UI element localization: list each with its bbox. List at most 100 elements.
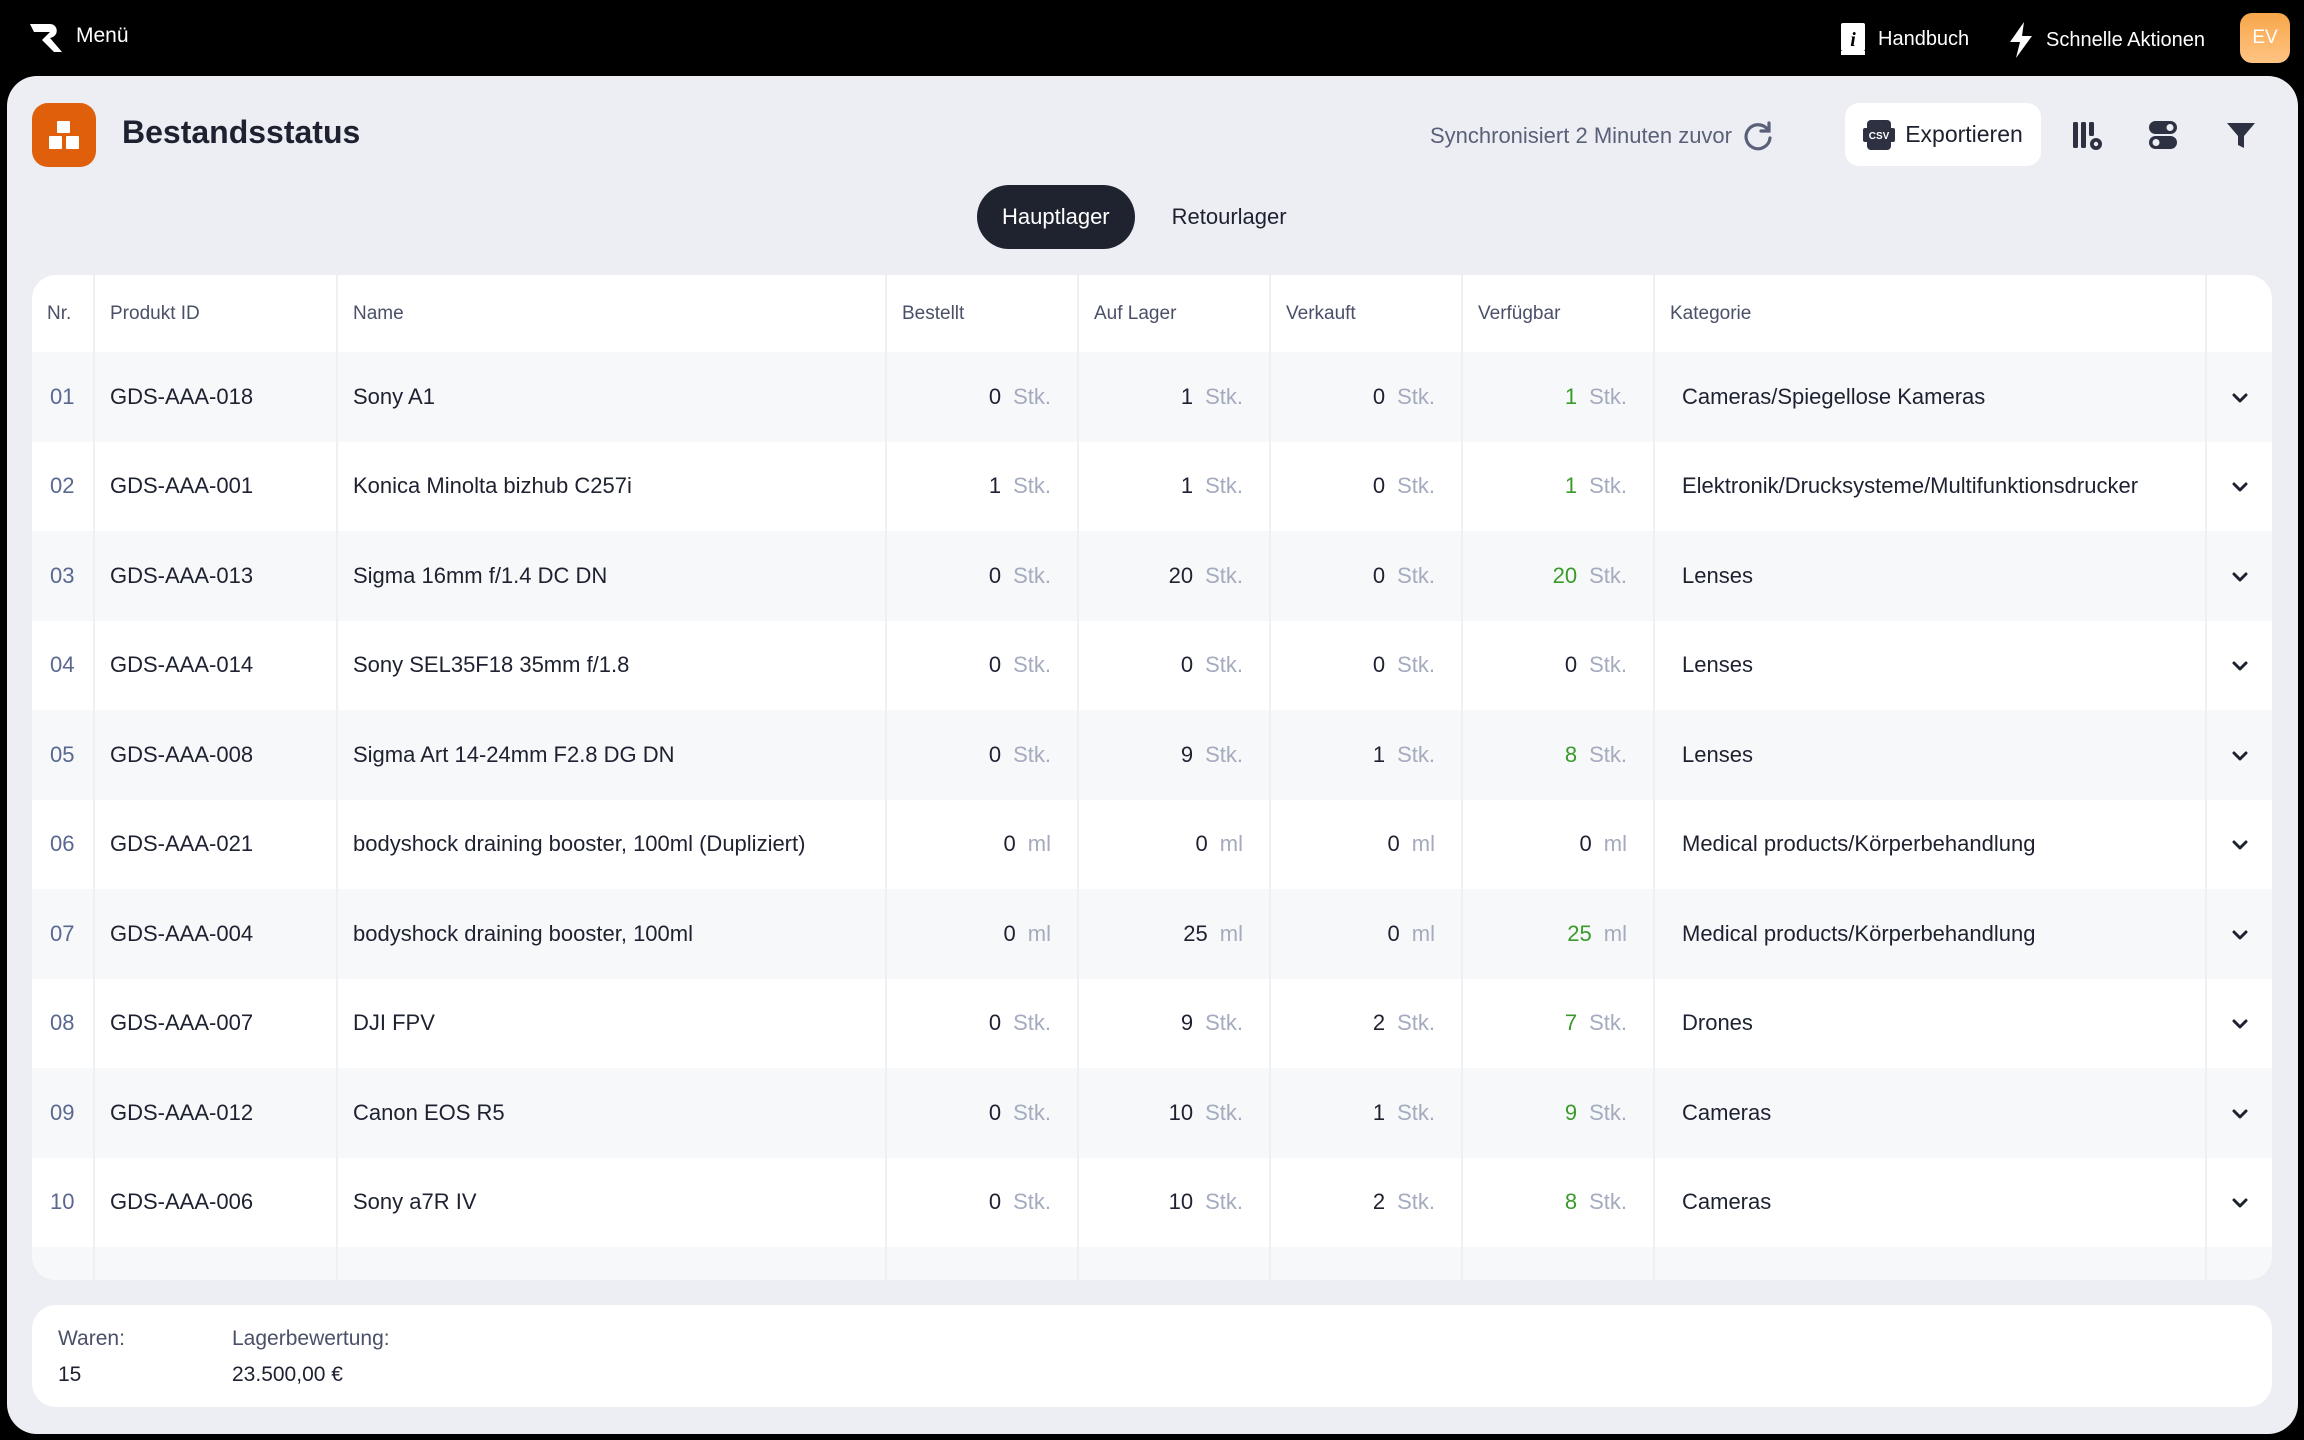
column-header[interactable]: Nr. <box>32 275 95 352</box>
unit: Stk. <box>1205 741 1243 767</box>
unit: Stk. <box>1397 652 1435 678</box>
toggle-icon[interactable] <box>2146 118 2180 152</box>
expand-row-button[interactable] <box>2206 1158 2272 1248</box>
table-row[interactable]: 06 GDS-AAA-021 bodyshock draining booster,… <box>32 799 2272 890</box>
column-header[interactable]: Kategorie <box>1654 275 2207 352</box>
quantity: 25 <box>1183 920 1208 946</box>
cell-kategorie: Cameras <box>1654 1068 2207 1158</box>
empty-cell <box>337 1247 887 1280</box>
cell-id: GDS-AAA-006 <box>94 1157 338 1247</box>
cell-verkauft: 0 ml <box>1270 799 1463 889</box>
expand-row-button[interactable] <box>2206 800 2272 890</box>
table-row[interactable]: 04 GDS-AAA-014 Sony SEL35F18 35mm f/1.8 0 St… <box>32 620 2272 711</box>
unit: Stk. <box>1013 473 1051 499</box>
unit: Stk. <box>1205 652 1243 678</box>
table-row[interactable]: 10 GDS-AAA-006 Sony a7R IV 0 Stk. 10 Stk. 2 Stk.… <box>32 1157 2272 1248</box>
cell-bestellt: 0 Stk. <box>886 1068 1079 1158</box>
cell-id: GDS-AAA-001 <box>94 441 338 531</box>
export-button[interactable]: CSV Exportieren <box>1845 103 2041 166</box>
empty-cell <box>32 1247 95 1280</box>
expand-row-button[interactable] <box>2206 531 2272 621</box>
quantity: 0 <box>988 1099 1002 1125</box>
table-row[interactable]: 01 GDS-AAA-018 Sony A1 0 Stk. 1 Stk. 0 Stk. 1 Stk.… <box>32 352 2272 442</box>
refresh-icon[interactable] <box>1742 120 1774 152</box>
table-row[interactable]: 09 GDS-AAA-012 Canon EOS R5 0 Stk. 10 Stk. 1 Stk… <box>32 1068 2272 1158</box>
chevron-down-icon <box>2232 572 2247 582</box>
cell-bestellt: 0 Stk. <box>886 352 1079 442</box>
cell-id: GDS-AAA-012 <box>94 1068 338 1158</box>
handbook-button[interactable]: i Handbuch <box>1840 22 1969 56</box>
unit: Stk. <box>1013 383 1051 409</box>
csv-file-icon: CSV <box>1863 119 1896 150</box>
sync-text: Synchronisiert 2 Minuten zuvor <box>1429 123 1732 148</box>
chevron-down-icon <box>2232 482 2247 492</box>
quantity: 0 <box>1372 562 1386 588</box>
expand-row-button[interactable] <box>2206 979 2272 1069</box>
quantity: 1 <box>988 473 1002 499</box>
unit: Stk. <box>1397 473 1435 499</box>
expand-row-button[interactable] <box>2206 1068 2272 1158</box>
cell-id: GDS-AAA-013 <box>94 531 338 621</box>
cell-name: Sigma Art 14-24mm F2.8 DG DN <box>337 710 887 800</box>
unit: Stk. <box>1589 562 1627 588</box>
unit: Stk. <box>1589 1010 1627 1036</box>
filter-icon[interactable] <box>2224 118 2258 152</box>
quantity: 0 <box>1372 473 1386 499</box>
quantity: 20 <box>1552 562 1578 588</box>
quantity: 0 <box>1387 920 1400 946</box>
unit: ml <box>1027 920 1051 946</box>
quantity: 25 <box>1567 920 1592 946</box>
expand-row-button[interactable] <box>2206 710 2272 800</box>
quick-actions-button[interactable]: Schnelle Aktionen <box>2008 22 2205 58</box>
column-header[interactable]: Auf Lager <box>1078 275 1271 352</box>
cell-lager: 10 Stk. <box>1078 1068 1271 1158</box>
svg-text:CSV: CSV <box>1869 131 1890 142</box>
cell-lager: 20 Stk. <box>1078 531 1271 621</box>
empty-cell <box>1270 1247 1463 1280</box>
table-row[interactable]: 07 GDS-AAA-004 bodyshock draining booster,… <box>32 889 2272 979</box>
menu-button[interactable]: Menü <box>76 24 129 47</box>
export-label: Exportieren <box>1905 121 2023 147</box>
column-header[interactable]: Name <box>337 275 887 352</box>
cell-lager: 0 ml <box>1078 799 1271 889</box>
unit: Stk. <box>1589 473 1627 499</box>
unit: Stk. <box>1589 1099 1627 1125</box>
chevron-down-icon <box>2232 1019 2247 1029</box>
cell-verfuegbar: 25 ml <box>1462 889 1655 979</box>
expand-row-button[interactable] <box>2206 621 2272 711</box>
column-header[interactable]: Verkauft <box>1270 275 1463 352</box>
column-header[interactable]: Produkt ID <box>94 275 338 352</box>
expand-row-button[interactable] <box>2206 352 2272 442</box>
expand-row-button[interactable] <box>2206 889 2272 979</box>
unit: Stk. <box>1013 652 1051 678</box>
empty-cell <box>1654 1247 2207 1280</box>
cell-bestellt: 0 Stk. <box>886 978 1079 1068</box>
quantity: 1 <box>1372 1099 1386 1125</box>
avatar[interactable]: EV <box>2240 13 2290 63</box>
chevron-down-icon <box>2232 393 2247 403</box>
table-row[interactable]: 02 GDS-AAA-001 Konica Minolta bizhub C257i… <box>32 441 2272 532</box>
column-header[interactable]: Bestellt <box>886 275 1079 352</box>
quantity: 2 <box>1372 1189 1386 1215</box>
unit: Stk. <box>1205 473 1243 499</box>
unit: Stk. <box>1397 741 1435 767</box>
unit: ml <box>1411 831 1435 857</box>
cell-bestellt: 1 Stk. <box>886 441 1079 531</box>
cell-bestellt: 0 ml <box>886 889 1079 979</box>
tab-hauptlager[interactable]: Hauptlager <box>977 185 1135 249</box>
cell-name: Sony SEL35F18 35mm f/1.8 <box>337 620 887 710</box>
expand-row-button[interactable] <box>2206 442 2272 532</box>
quantity: 2 <box>1372 1010 1386 1036</box>
column-settings-icon[interactable] <box>2070 118 2104 152</box>
table-row[interactable]: 03 GDS-AAA-013 Sigma 16mm f/1.4 DC DN 0 Stk.… <box>32 531 2272 621</box>
table-row[interactable]: 08 GDS-AAA-007 DJI FPV 0 Stk. 9 Stk. 2 Stk. 7 Stk.… <box>32 978 2272 1069</box>
sync-status: Synchronisiert 2 Minuten zuvor <box>1430 120 1774 152</box>
table-row[interactable]: 05 GDS-AAA-008 Sigma Art 14-24mm F2.8 DG D… <box>32 710 2272 800</box>
quantity: 10 <box>1168 1099 1194 1125</box>
app-logo-icon[interactable] <box>28 20 64 54</box>
cell-kategorie: Medical products/Körperbehandlung <box>1654 889 2207 979</box>
column-header[interactable]: Verfügbar <box>1462 275 1655 352</box>
tab-retourlager[interactable]: Retourlager <box>1171 204 1287 229</box>
cell-verfuegbar: 1 Stk. <box>1462 352 1655 442</box>
cell-nr: 09 <box>32 1068 95 1158</box>
